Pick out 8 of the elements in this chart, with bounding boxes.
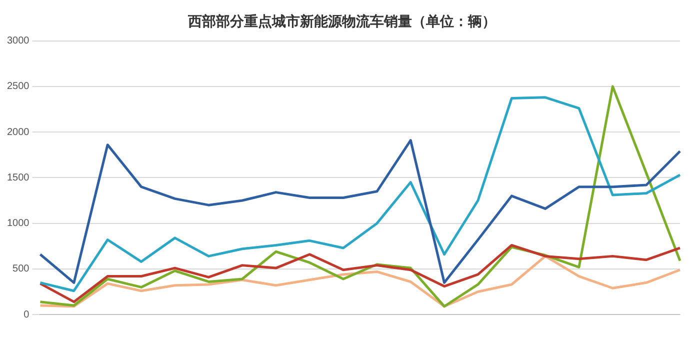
y-tick-label: 3000 [6,36,30,47]
y-tick-label: 2000 [6,126,30,138]
y-tick-label: 2500 [6,81,30,92]
y-tick-label: 500 [12,264,30,275]
y-tick-label: 1500 [6,172,30,184]
y-tick-label: 1000 [6,218,30,230]
y-tick-label: 0 [24,309,30,320]
chart-title: 西部部分重点城市新能源物流车销量（单位：辆） [187,13,496,30]
